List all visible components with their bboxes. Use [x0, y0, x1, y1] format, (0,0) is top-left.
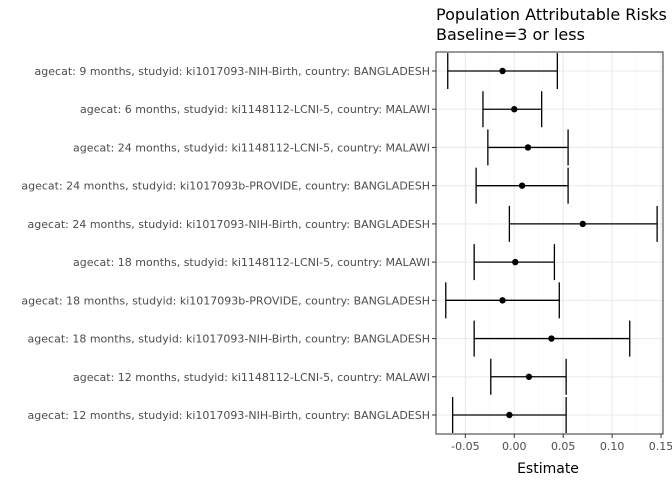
panel-background	[436, 52, 663, 434]
estimate-point	[579, 220, 586, 228]
category-label: agecat: 18 months, studyid: ki1017093b-P…	[21, 294, 430, 307]
category-label: agecat: 18 months, studyid: ki1148112-LC…	[73, 256, 430, 269]
ci-row	[451, 397, 567, 433]
x-axis-ticks: -0.05 0.00 0.05 0.10 0.15	[451, 434, 672, 453]
estimate-point	[511, 106, 518, 113]
estimate-point	[524, 144, 532, 151]
category-label: agecat: 24 months, studyid: ki1017093b-P…	[21, 180, 430, 193]
category-label: agecat: 12 months, studyid: ki1148112-LC…	[73, 371, 430, 384]
ci-row	[475, 167, 569, 204]
category-label: agecat: 18 months, studyid: ki1017093-NI…	[28, 333, 430, 346]
ci-row	[473, 244, 556, 281]
estimate-point	[518, 182, 526, 189]
x-tick-label: -0.05	[451, 440, 479, 453]
estimate-point	[548, 335, 555, 342]
estimate-point	[525, 373, 533, 380]
plot-title: Population Attributable Risks Baseline=3…	[436, 5, 667, 44]
ci-row	[445, 282, 560, 319]
estimate-point	[512, 258, 519, 266]
ci-row	[473, 320, 631, 357]
category-label: agecat: 24 months, studyid: ki1017093-NI…	[28, 218, 430, 231]
category-label: agecat: 12 months, studyid: ki1017093-NI…	[28, 409, 430, 422]
ci-row	[447, 53, 558, 89]
ci-row	[490, 358, 567, 395]
ci-row	[487, 129, 569, 166]
x-tick-label: 0.10	[600, 440, 625, 453]
chart-title: Population Attributable Risks	[436, 5, 667, 24]
category-labels: agecat: 9 months, studyid: ki1017093-NIH…	[21, 65, 436, 422]
category-label: agecat: 24 months, studyid: ki1148112-LC…	[73, 141, 430, 154]
panel-border	[435, 51, 664, 435]
x-tick-label: 0.00	[502, 440, 527, 453]
ci-row	[482, 91, 543, 128]
estimate-point	[499, 67, 506, 75]
category-label: agecat: 6 months, studyid: ki1148112-LCN…	[80, 103, 430, 116]
chart-subtitle: Baseline=3 or less	[436, 25, 585, 44]
estimate-point	[506, 411, 513, 419]
plot-panel	[435, 51, 664, 435]
category-label: agecat: 9 months, studyid: ki1017093-NIH…	[35, 65, 430, 78]
estimate-point	[499, 297, 506, 304]
x-tick-label: 0.05	[551, 440, 576, 453]
ci-row	[508, 205, 658, 242]
x-axis-title: Estimate	[517, 461, 579, 477]
x-tick-label: 0.15	[649, 440, 672, 453]
